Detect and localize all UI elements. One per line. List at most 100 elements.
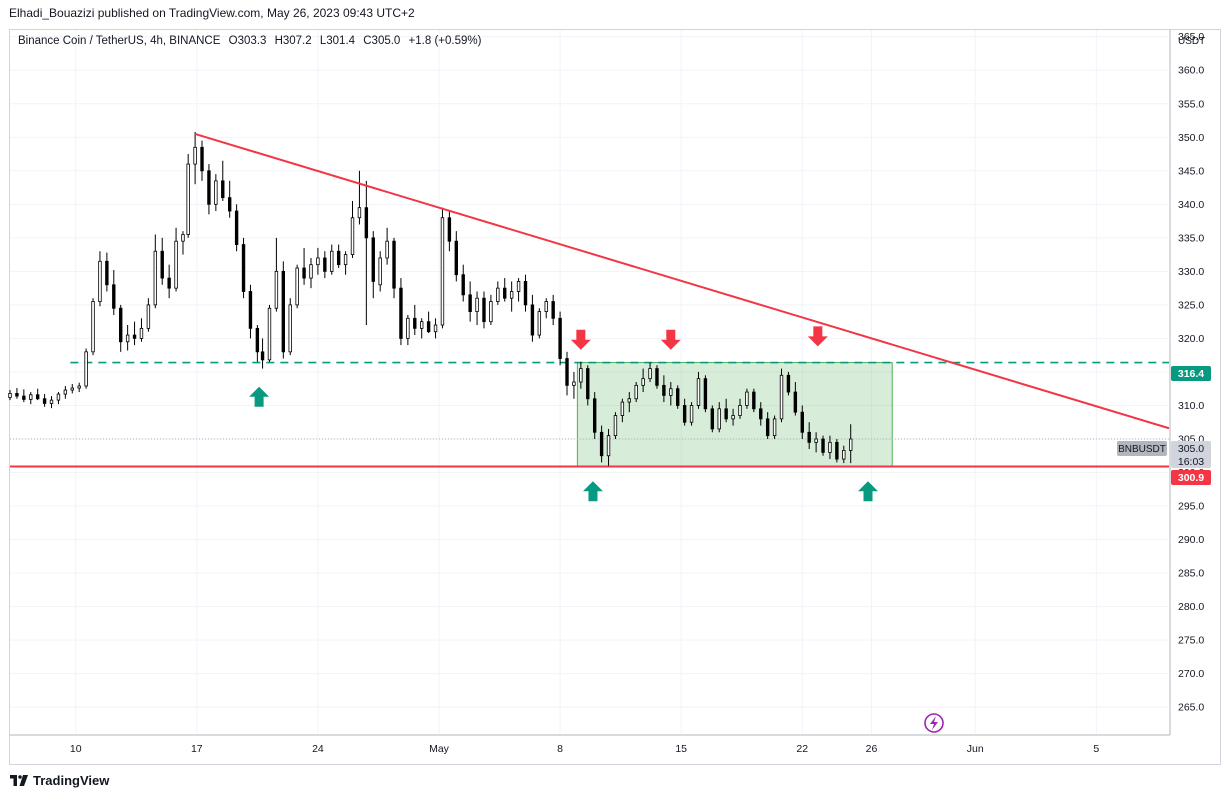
candle-body (482, 297, 486, 323)
candle-body (503, 287, 507, 299)
candle-body (509, 291, 514, 299)
candle-body (98, 260, 102, 302)
candle-body (174, 240, 178, 289)
candle-body (676, 388, 680, 406)
x-tick-label: 24 (312, 743, 324, 755)
candle-body (309, 264, 313, 279)
y-tick-label: 285.0 (1178, 568, 1204, 580)
candle-body (752, 391, 756, 410)
resistance-price-tag: 316.4 (1178, 368, 1204, 380)
candle-body (662, 384, 666, 396)
candle-body (765, 418, 770, 437)
candle-body (669, 388, 673, 396)
candle-body (655, 368, 659, 386)
candle-body (125, 334, 130, 343)
candle-body (146, 304, 151, 329)
time-axis: 10 17 24 May 8 15 22 26 Jun 5 (10, 734, 1170, 755)
legend-low: L301.4 (319, 35, 356, 47)
candle-body (475, 297, 479, 313)
candle-body (255, 327, 260, 353)
candle-body (392, 240, 396, 289)
y-tick-label: 330.0 (1178, 266, 1204, 278)
publisher-line: Elhadi_Bouazizi published on TradingView… (9, 6, 415, 20)
legend-symbol: Binance Coin / TetherUS, 4h, BINANCE (18, 35, 221, 47)
candle-body (468, 294, 472, 313)
candle-body (606, 435, 611, 457)
candle-body (357, 207, 362, 219)
candle-body (599, 431, 604, 457)
price-tags: BNBUSDT 305.0 16:03 316.4 300.9 (1117, 366, 1211, 485)
candle-body (167, 277, 171, 289)
candle-body (565, 358, 569, 386)
candle-body (330, 250, 334, 272)
x-tick-label: 17 (191, 743, 203, 755)
candle-body (592, 398, 597, 433)
price-axis: USDT 365.0 360.0 355.0 350.0 345.0 340.0 335.0… (1169, 30, 1220, 735)
candle-body (689, 405, 694, 423)
candle-body (523, 281, 528, 306)
candle-body (227, 197, 232, 212)
y-tick-label: 280.0 (1178, 601, 1204, 613)
candle-body (489, 301, 493, 323)
candle-body (537, 311, 542, 336)
candle-body (139, 327, 144, 339)
candle-body (579, 368, 583, 383)
candle-body (42, 398, 47, 404)
trendline (194, 132, 1170, 430)
candle-body (281, 270, 286, 353)
candle-body (214, 180, 218, 205)
candle-body (627, 398, 631, 403)
candle-body (316, 257, 320, 266)
candle-body (49, 399, 54, 404)
legend-change: +1.8 (+0.59%) (408, 35, 482, 47)
candle-body (295, 267, 299, 306)
candle-body (56, 393, 61, 401)
candle-body (800, 411, 804, 433)
candle-body (440, 217, 445, 326)
candle-body (717, 408, 721, 430)
candle-body (842, 449, 846, 460)
candle-body (461, 274, 465, 296)
x-tick-label: 8 (557, 743, 563, 755)
candle-body (364, 207, 369, 239)
x-tick-label: 10 (70, 743, 82, 755)
candle-body (793, 391, 798, 413)
candle-body (682, 405, 687, 423)
candle-body (160, 250, 164, 279)
candle-body (426, 321, 431, 333)
candle-body (613, 415, 618, 437)
x-tick-label: 22 (796, 743, 808, 755)
candle-body (119, 307, 123, 343)
up-arrow-icon (858, 481, 879, 502)
y-tick-label: 365.0 (1178, 31, 1204, 43)
x-tick-label: 5 (1093, 743, 1099, 755)
candle-body (586, 368, 590, 400)
candle-body (828, 441, 832, 453)
brand-label: TradingView (33, 773, 110, 788)
candle-body (105, 260, 109, 286)
tradingview-brand[interactable]: TradingView (10, 773, 109, 788)
current-price-tag: 305.0 (1178, 443, 1204, 455)
currency-label: USDT (1178, 36, 1205, 47)
candle-body (274, 270, 279, 309)
candle-body (849, 438, 853, 451)
candle-body (703, 378, 708, 410)
candle-body (738, 405, 742, 416)
candle-body (221, 180, 225, 199)
x-tick-label: 15 (675, 743, 687, 755)
candle-body (399, 287, 403, 339)
legend-open: O303.3 (228, 35, 267, 47)
candle-body (835, 441, 839, 460)
candle-body (193, 146, 197, 165)
candles (8, 131, 853, 466)
candle-body (696, 378, 701, 406)
y-tick-label: 270.0 (1178, 668, 1204, 680)
up-arrow-icon (249, 386, 270, 407)
candle-body (772, 418, 777, 437)
lightning-icon[interactable] (924, 713, 944, 733)
candle-body (371, 237, 375, 282)
candle-body (814, 438, 818, 443)
candle-body (620, 401, 625, 416)
levels (10, 361, 1169, 468)
